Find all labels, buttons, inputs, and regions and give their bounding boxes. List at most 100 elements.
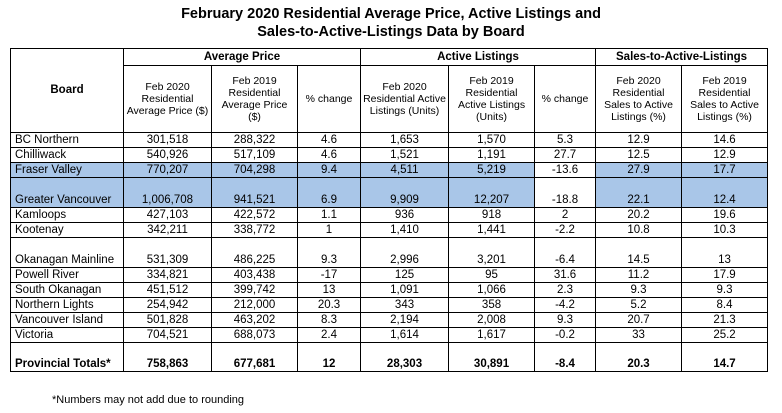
table-cell: 1,521 — [360, 147, 450, 163]
table-cell: 5.2 — [595, 297, 683, 313]
table-cell: 1,653 — [360, 132, 450, 148]
table-cell: -13.6 — [534, 162, 597, 178]
table-cell: 22.1 — [595, 177, 683, 208]
table-cell: 33 — [595, 327, 683, 343]
table-cell: 20.3 — [296, 297, 362, 313]
table-row: Greater Vancouver 1,006,708 941,521 6.9 9,90… — [10, 177, 769, 208]
table-cell: 5,219 — [448, 162, 536, 178]
table-row: Victoria 704,521 688,073 2.4 1,614 1,617 -0.2 3… — [10, 327, 769, 343]
table-cell: 422,572 — [211, 207, 298, 223]
table-cell: 4.6 — [296, 132, 362, 148]
board-name: Powell River — [10, 267, 124, 283]
table-cell: 9.4 — [296, 162, 362, 178]
table-cell: 338,772 — [211, 222, 298, 238]
table-cell: 403,438 — [211, 267, 298, 283]
page-title: February 2020 Residential Average Price,… — [0, 5, 782, 41]
subheader: % change — [534, 65, 597, 133]
table-cell: 125 — [360, 267, 450, 283]
table-cell: 1,570 — [448, 132, 536, 148]
board-name: Vancouver Island — [10, 312, 124, 328]
table-cell: 12.4 — [681, 177, 769, 208]
table-cell: -17 — [296, 267, 362, 283]
table-cell: 14.5 — [595, 237, 683, 268]
table-cell: 21.3 — [681, 312, 769, 328]
table-cell: 704,298 — [211, 162, 298, 178]
table-cell: 531,309 — [123, 237, 212, 268]
table-cell: 1,066 — [448, 282, 536, 298]
subheader: Feb 2019 Residential Active Listings (Un… — [448, 65, 536, 133]
table-cell: 427,103 — [123, 207, 212, 223]
table-row: Okanagan Mainline 531,309 486,225 9.3 2,996 3… — [10, 237, 769, 268]
subheader: Feb 2020 Residential Sales to Active Lis… — [595, 65, 683, 133]
table-cell: -8.4 — [534, 342, 597, 372]
table-cell: 5.3 — [534, 132, 597, 148]
table-cell: 517,109 — [211, 147, 298, 163]
table-cell: 25.2 — [681, 327, 769, 343]
sales-active-header: Sales-to-Active-Listings — [595, 48, 769, 66]
board-header: Board — [10, 48, 124, 133]
table-cell: 17.9 — [681, 267, 769, 283]
table-row: Chilliwack 540,926 517,109 4.6 1,521 1,191 27.… — [10, 147, 769, 163]
table-cell: 2,996 — [360, 237, 450, 268]
board-name: Provincial Totals* — [10, 342, 124, 372]
table-cell: 254,942 — [123, 297, 212, 313]
table-cell: 463,202 — [211, 312, 298, 328]
table-cell: 1,410 — [360, 222, 450, 238]
table-row: Vancouver Island 501,828 463,202 8.3 2,194 2,… — [10, 312, 769, 328]
board-name: Greater Vancouver — [10, 177, 124, 208]
table-cell: 10.8 — [595, 222, 683, 238]
table-cell: 212,000 — [211, 297, 298, 313]
table-cell: 486,225 — [211, 237, 298, 268]
title-line-1: February 2020 Residential Average Price,… — [181, 6, 601, 22]
table-cell: 27.7 — [534, 147, 597, 163]
table-cell: 12 — [296, 342, 362, 372]
subheader: Feb 2019 Residential Average Price ($) — [211, 65, 298, 133]
table-cell: 20.3 — [595, 342, 683, 372]
table-cell: 2.3 — [534, 282, 597, 298]
table-cell: 1,091 — [360, 282, 450, 298]
table-cell: 8.4 — [681, 297, 769, 313]
board-name: Northern Lights — [10, 297, 124, 313]
table-cell: 4,511 — [360, 162, 450, 178]
table-cell: 343 — [360, 297, 450, 313]
table-cell: 358 — [448, 297, 536, 313]
table-cell: 12,207 — [448, 177, 536, 208]
table-cell: 704,521 — [123, 327, 212, 343]
table-row: South Okanagan 451,512 399,742 13 1,091 1,066… — [10, 282, 769, 298]
table-cell: 95 — [448, 267, 536, 283]
table-cell: 4.6 — [296, 147, 362, 163]
table-row: Kootenay 342,211 338,772 1 1,410 1,441 -2.2 10.… — [10, 222, 769, 238]
table-cell: 936 — [360, 207, 450, 223]
table-cell: 31.6 — [534, 267, 597, 283]
board-name: Chilliwack — [10, 147, 124, 163]
board-name: Kamloops — [10, 207, 124, 223]
totals-row: Provincial Totals* 758,863 677,681 12 28,303… — [10, 342, 769, 372]
table-cell: 17.7 — [681, 162, 769, 178]
table-cell: 14.7 — [681, 342, 769, 372]
table-cell: 8.3 — [296, 312, 362, 328]
table-cell: 9.3 — [534, 312, 597, 328]
table-row: BC Northern 301,518 288,322 4.6 1,653 1,570 5.… — [10, 132, 769, 148]
table-cell: 540,926 — [123, 147, 212, 163]
table-cell: -2.2 — [534, 222, 597, 238]
subheader: Feb 2020 Residential Active Listings (Un… — [360, 65, 450, 133]
table-cell: 13 — [296, 282, 362, 298]
board-name: Victoria — [10, 327, 124, 343]
table-cell: 688,073 — [211, 327, 298, 343]
table-cell: 10.3 — [681, 222, 769, 238]
board-name: South Okanagan — [10, 282, 124, 298]
table-cell: 13 — [681, 237, 769, 268]
subheader: % change — [296, 65, 362, 133]
table-cell: 1,441 — [448, 222, 536, 238]
table-cell: 770,207 — [123, 162, 212, 178]
table-row: Powell River 334,821 403,438 -17 125 95 31.6 11… — [10, 267, 769, 283]
table-cell: 1,617 — [448, 327, 536, 343]
table-cell: 3,201 — [448, 237, 536, 268]
table-cell: 2.4 — [296, 327, 362, 343]
table-cell: 677,681 — [211, 342, 298, 372]
active-listings-header: Active Listings — [360, 48, 597, 66]
table-cell: 9.3 — [595, 282, 683, 298]
table-row: Fraser Valley 770,207 704,298 9.4 4,511 5,219… — [10, 162, 769, 178]
table-cell: -0.2 — [534, 327, 597, 343]
title-line-2: Sales-to-Active-Listings Data by Board — [257, 24, 525, 40]
